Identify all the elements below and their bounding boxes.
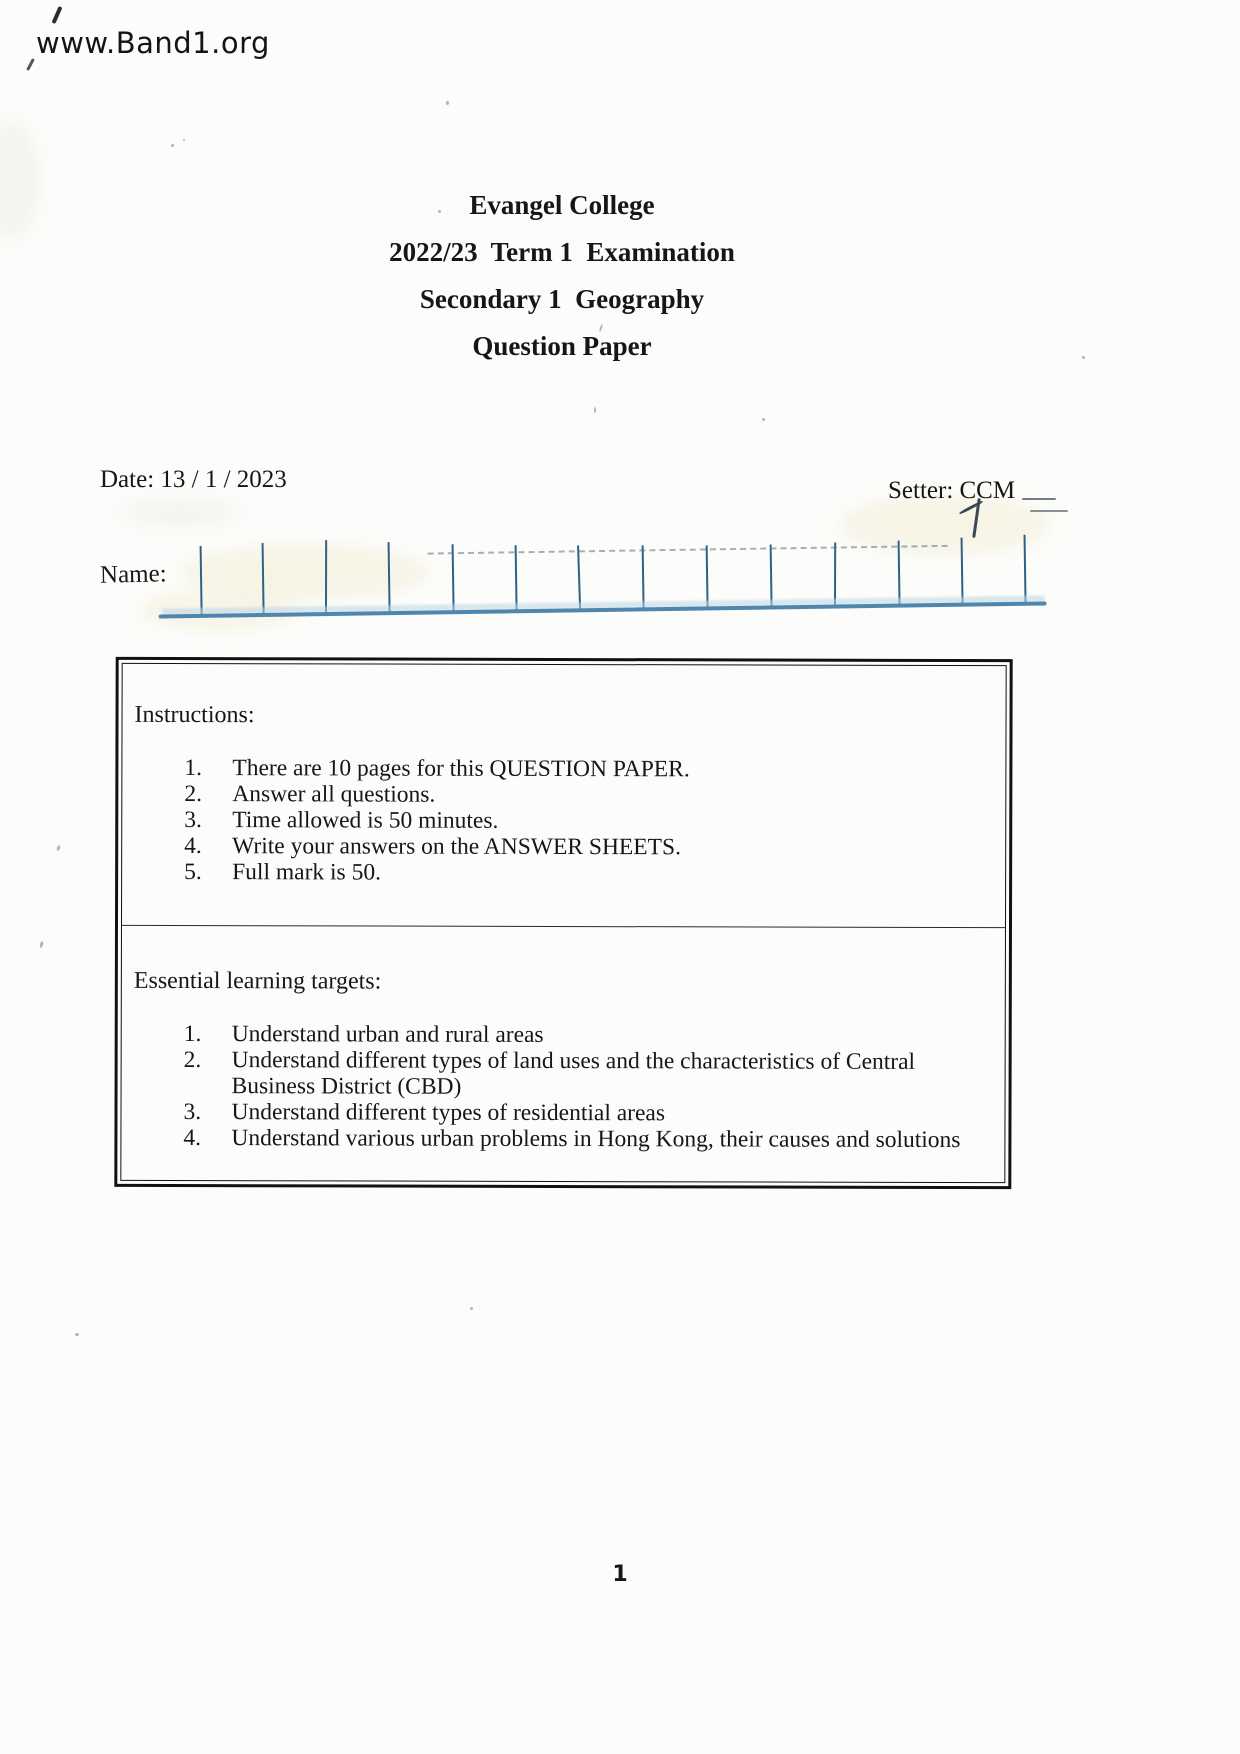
pen-mark	[51, 5, 63, 25]
learning-targets-list: Understand urban and rural areas Underst…	[133, 1021, 978, 1153]
pen-scribble	[1022, 498, 1056, 500]
scan-speck	[438, 210, 441, 213]
learning-target-item: Understand different types of residentia…	[231, 1099, 666, 1127]
instruction-item: Full mark is 50.	[232, 859, 382, 886]
learning-target-item: Understand different types of land uses …	[231, 1047, 916, 1100]
instructions-heading: Instructions:	[134, 701, 255, 729]
instructions-box-inner: Instructions: There are 10 pages for thi…	[120, 662, 1007, 1184]
pen-mark	[26, 58, 35, 71]
setter-label: Setter: CCM	[888, 477, 1016, 504]
name-label: Name:	[99, 560, 167, 589]
section-divider	[121, 924, 1005, 929]
scan-speck	[56, 844, 61, 852]
instructions-box: Instructions: There are 10 pages for thi…	[114, 656, 1013, 1190]
title-block: Evangel College 2022/23 Term 1 Examinati…	[0, 192, 1182, 380]
learning-targets-heading: Essential learning targets:	[133, 967, 382, 995]
learning-target-item: Understand various urban problems in Hon…	[231, 1125, 961, 1154]
subject-title: Secondary 1 Geography	[419, 284, 705, 314]
learning-target-item: Understand urban and rural areas	[231, 1021, 544, 1048]
paper-title: Question Paper	[472, 331, 652, 361]
pen-scribble	[1030, 510, 1068, 512]
scan-speck	[594, 407, 596, 413]
page-number: 1	[612, 1562, 628, 1587]
instruction-item: Time allowed is 50 minutes.	[232, 807, 499, 834]
scan-smudge	[120, 500, 240, 526]
scan-speck	[446, 101, 449, 105]
scan-speck	[1082, 356, 1085, 359]
instruction-item: Write your answers on the ANSWER SHEETS.	[232, 833, 681, 861]
scan-speck	[183, 139, 185, 141]
scan-speck	[470, 1307, 473, 1310]
exam-title: 2022/23 Term 1 Examination	[389, 237, 735, 267]
scan-speck	[75, 1333, 79, 1336]
watermark: www.Band1.org	[36, 26, 270, 60]
scan-speck	[762, 418, 765, 421]
scan-speck	[171, 144, 174, 147]
instruction-item: There are 10 pages for this QUESTION PAP…	[232, 755, 690, 783]
date-label: Date: 13 / 1 / 2023	[100, 466, 287, 493]
name-grid	[157, 521, 1047, 619]
instruction-item: Answer all questions.	[232, 781, 436, 808]
scan-speck	[39, 940, 44, 949]
school-name: Evangel College	[469, 190, 655, 220]
instructions-list: There are 10 pages for this QUESTION PAP…	[134, 755, 979, 887]
grid-dashed-line	[427, 544, 948, 555]
